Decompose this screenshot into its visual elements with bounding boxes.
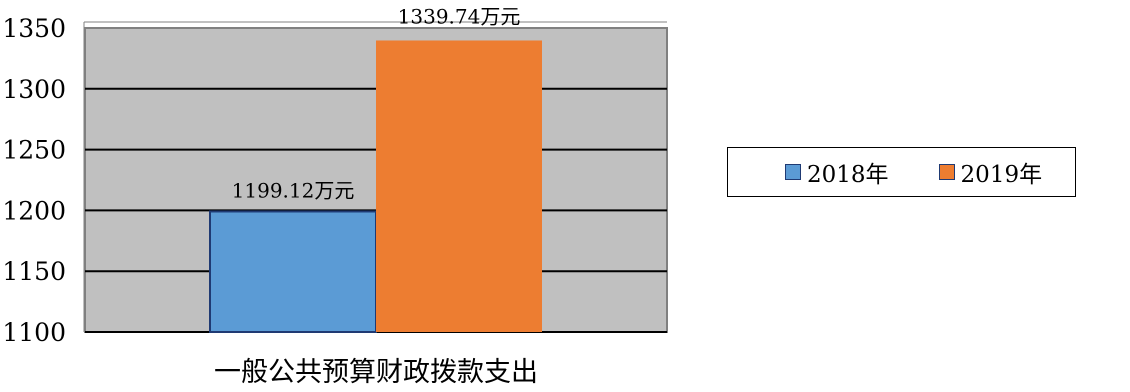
y-tick-label: 1300 — [2, 75, 66, 104]
y-tick-label: 1350 — [2, 14, 66, 43]
y-tick-label: 1250 — [2, 136, 66, 165]
y-tick-label: 1100 — [2, 318, 66, 347]
y-tick-label: 1150 — [2, 257, 66, 286]
x-category-label: 一般公共预算财政拨款支出 — [214, 357, 538, 388]
legend-label-2018: 2018年 — [807, 162, 889, 188]
legend-label-2019: 2019年 — [960, 162, 1043, 188]
legend-item-2018: 2018年 — [785, 155, 889, 189]
data-label: 1199.12万元 — [232, 178, 355, 202]
data-label: 1339.74万元 — [398, 4, 521, 28]
y-tick-label: 1200 — [2, 196, 66, 225]
bar-2019年 — [376, 40, 542, 332]
bar-2018年 — [209, 210, 377, 333]
legend-item-2019: 2019年 — [938, 155, 1043, 189]
legend-swatch-2018 — [785, 164, 801, 180]
legend-swatch-2019 — [938, 164, 955, 180]
legend: 2018年 2019年 — [727, 147, 1076, 197]
